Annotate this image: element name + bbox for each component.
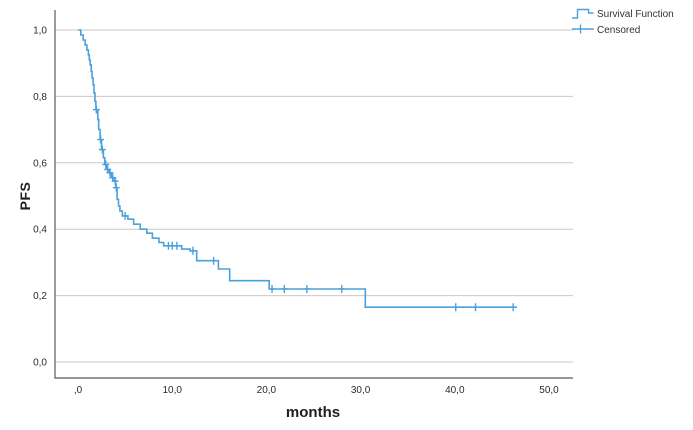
legend-label-survival-function: Survival Function [597, 9, 674, 20]
censor-mark [98, 145, 106, 154]
x-tick-label: 30,0 [351, 385, 371, 396]
x-tick-label: 20,0 [257, 385, 277, 396]
y-tick-label: 0,4 [33, 225, 47, 236]
axis-frame [54, 10, 573, 379]
censor-mark [280, 284, 288, 293]
censor-mark [210, 256, 218, 265]
y-axis-title: PFS [17, 181, 33, 211]
censor-mark [452, 303, 460, 312]
censor-mark [338, 284, 346, 293]
survival-curve [78, 29, 517, 308]
censor-mark [303, 284, 311, 293]
censor-mark [92, 105, 100, 114]
y-tick-label: 0,2 [33, 291, 47, 302]
censor-mark [97, 135, 105, 144]
y-tick-label: 0,6 [33, 158, 47, 169]
y-tick-label: 0,8 [33, 92, 47, 103]
censor-mark [111, 177, 119, 186]
censor-mark [106, 168, 114, 177]
x-tick-label: 50,0 [539, 385, 559, 396]
x-tick-label: 10,0 [162, 385, 182, 396]
censor-mark [472, 303, 480, 312]
censor-mark [509, 303, 517, 312]
y-tick-label: 0,0 [33, 358, 47, 369]
x-tick-label: 40,0 [445, 385, 465, 396]
y-tick-label: 1,0 [33, 26, 47, 37]
step-line-icon [572, 8, 594, 19]
censor-mark [102, 160, 110, 169]
legend-label-censored: Censored [597, 25, 640, 36]
plus-cross-icon [572, 24, 594, 34]
censor-mark [189, 246, 197, 255]
censor-mark [112, 183, 120, 192]
x-tick-label: ,0 [74, 385, 83, 396]
censor-mark [121, 211, 129, 220]
x-axis-title: months [285, 404, 341, 421]
censor-mark [268, 284, 276, 293]
censor-mark [173, 241, 181, 250]
